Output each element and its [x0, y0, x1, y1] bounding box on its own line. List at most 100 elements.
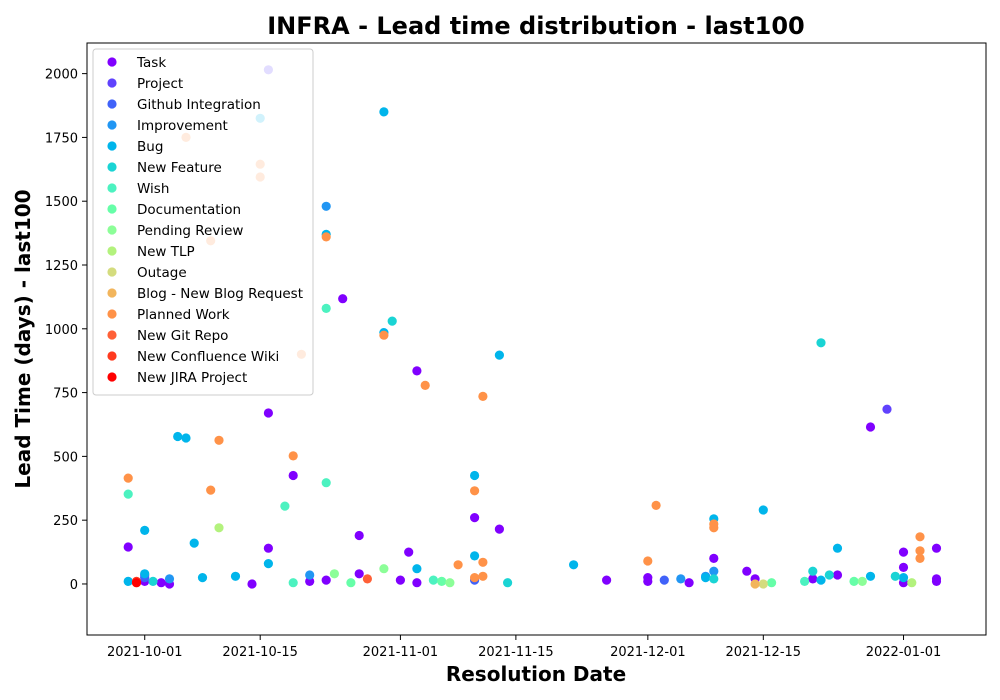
- legend: Task Project Github Integration Improvement…: [92, 48, 314, 396]
- data-point: [651, 500, 661, 510]
- data-point: [494, 524, 504, 534]
- data-point: [404, 547, 414, 557]
- series-8: [329, 564, 867, 588]
- data-point: [321, 575, 331, 585]
- data-point: [305, 576, 315, 587]
- data-point: [123, 489, 133, 499]
- series-6: [123, 303, 810, 588]
- legend-label: Bug: [137, 139, 163, 155]
- series-1: [263, 65, 892, 414]
- legend-marker: [107, 288, 117, 298]
- data-point: [288, 578, 298, 588]
- data-point: [470, 470, 480, 481]
- data-point: [882, 404, 892, 414]
- data-point: [354, 530, 364, 541]
- legend-label: Planned Work: [137, 307, 230, 323]
- series-15: [131, 578, 142, 588]
- data-point: [395, 575, 405, 585]
- data-point: [478, 557, 488, 567]
- data-point: [832, 570, 843, 580]
- data-point: [643, 556, 653, 566]
- data-point: [898, 573, 909, 583]
- data-point: [321, 201, 331, 211]
- data-point: [602, 575, 612, 585]
- legend-marker: [107, 267, 117, 277]
- legend-label: Pending Review: [137, 223, 243, 239]
- legend-label: Task: [136, 55, 166, 71]
- data-point: [354, 569, 364, 579]
- data-point: [123, 473, 133, 483]
- data-point: [709, 519, 719, 529]
- data-point: [931, 543, 942, 553]
- legend-label: New JIRA Project: [137, 370, 247, 386]
- legend-marker: [107, 78, 117, 88]
- data-point: [915, 553, 925, 564]
- data-point: [148, 576, 158, 587]
- data-point: [767, 578, 777, 588]
- data-point: [857, 576, 867, 587]
- series-9: [214, 523, 917, 588]
- legend-label: Documentation: [137, 202, 241, 218]
- data-point: [164, 574, 175, 584]
- legend-marker: [107, 330, 117, 340]
- data-point: [263, 559, 273, 569]
- data-point: [329, 569, 339, 579]
- y-tick-label: 2000: [45, 68, 78, 83]
- series-7: [346, 576, 859, 588]
- data-point: [865, 422, 876, 432]
- data-point: [445, 578, 455, 588]
- data-point: [379, 107, 389, 117]
- data-point: [494, 350, 504, 360]
- legend-label: New Confluence Wiki: [137, 349, 279, 365]
- legend-label: Project: [137, 76, 183, 92]
- data-point: [428, 575, 438, 585]
- data-point: [321, 303, 331, 313]
- data-point: [800, 576, 810, 587]
- x-axis: 2021-10-01 2021-10-15 2021-11-01 2021-11-15…: [107, 635, 941, 660]
- data-point: [701, 573, 711, 583]
- x-tick-label: 2021-12-01: [610, 645, 686, 660]
- data-point: [643, 576, 653, 587]
- x-tick-label: 2021-10-01: [107, 645, 183, 660]
- data-point: [824, 570, 834, 580]
- data-point: [808, 574, 818, 584]
- legend-marker: [107, 183, 117, 193]
- data-point: [832, 543, 843, 553]
- legend-label: Wish: [137, 181, 169, 197]
- data-point: [288, 451, 298, 461]
- data-point: [684, 578, 694, 588]
- data-point: [709, 574, 719, 584]
- data-point: [156, 578, 166, 588]
- data-point: [865, 571, 876, 581]
- y-tick-label: 250: [53, 514, 78, 529]
- y-tick-label: 1500: [45, 195, 78, 210]
- data-point: [140, 569, 150, 579]
- data-point: [758, 505, 768, 515]
- data-point: [808, 566, 818, 576]
- data-point: [709, 553, 719, 564]
- data-point: [470, 486, 480, 496]
- y-axis: 0 250 500 750 1000 1250 1500 1750 2000: [45, 68, 87, 593]
- data-point: [569, 560, 579, 570]
- legend-marker: [107, 372, 117, 382]
- chart-title: INFRA - Lead time distribution - last100: [267, 12, 805, 40]
- data-point: [412, 564, 422, 574]
- data-point: [140, 525, 150, 536]
- data-point: [659, 575, 669, 585]
- plot-frame: [86, 42, 987, 636]
- legend-marker: [107, 57, 117, 67]
- y-axis-title: Lead Time (days) - last100: [11, 189, 35, 488]
- legend-box: [92, 48, 314, 396]
- y-tick-label: 1750: [45, 131, 78, 146]
- data-point: [437, 576, 447, 587]
- data-point: [181, 433, 191, 443]
- data-point: [750, 579, 760, 589]
- data-point: [898, 547, 909, 557]
- data-point: [123, 576, 133, 587]
- legend-label: Improvement: [137, 118, 228, 134]
- data-point: [189, 538, 199, 548]
- legend-label: New Git Repo: [137, 328, 228, 344]
- legend-marker: [107, 204, 117, 214]
- legend-label: New Feature: [137, 160, 222, 176]
- data-point: [915, 546, 925, 556]
